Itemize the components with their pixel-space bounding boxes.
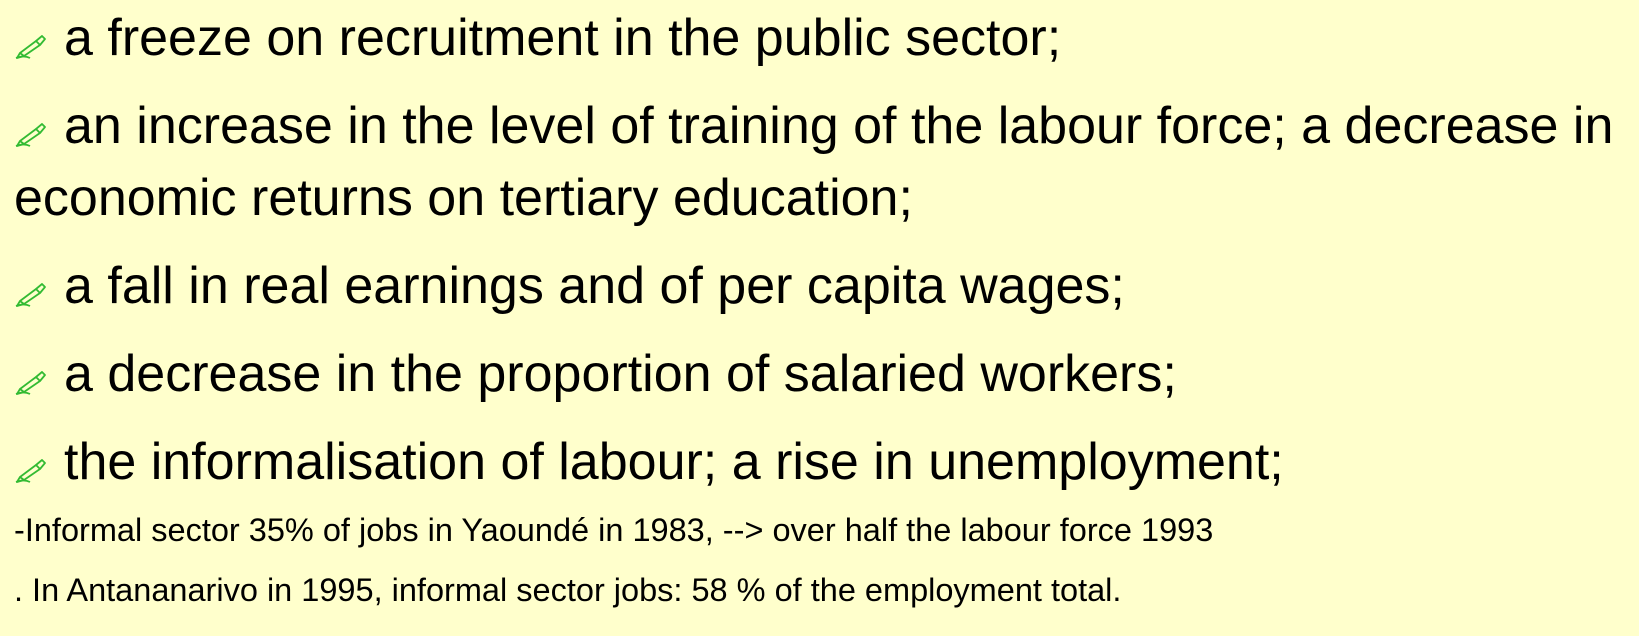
bullet-item: an increase in the level of training of …	[14, 90, 1629, 234]
pen-icon	[15, 283, 46, 307]
bullet-icon	[14, 279, 52, 307]
bullet-item: a freeze on recruitment in the public se…	[14, 2, 1629, 74]
note-line: . In Antananarivo in 1995, informal sect…	[14, 572, 1122, 608]
bullet-item: a fall in real earnings and of per capit…	[14, 250, 1629, 322]
bullet-icon	[14, 31, 52, 59]
notes: -Informal sector 35% of jobs in Yaoundé …	[14, 500, 1629, 620]
bullet-text: a decrease in the proportion of salaried…	[64, 345, 1177, 403]
bullet-icon	[14, 455, 52, 483]
bullet-text: a fall in real earnings and of per capit…	[64, 257, 1125, 315]
pen-icon	[15, 459, 46, 483]
bullet-text: the informalisation of labour; a rise in…	[64, 433, 1284, 491]
pen-icon	[15, 123, 46, 147]
bullet-item: a decrease in the proportion of salaried…	[14, 338, 1629, 410]
bullet-text: a freeze on recruitment in the public se…	[64, 9, 1062, 67]
bullet-icon	[14, 367, 52, 395]
bullet-icon	[14, 119, 52, 147]
bullet-text: an increase in the level of training of …	[14, 97, 1614, 227]
pen-icon	[15, 35, 46, 59]
note-line: -Informal sector 35% of jobs in Yaoundé …	[14, 512, 1214, 548]
bullet-list: a freeze on recruitment in the public se…	[14, 2, 1629, 514]
bullet-item: the informalisation of labour; a rise in…	[14, 426, 1629, 498]
pen-icon	[15, 371, 46, 395]
